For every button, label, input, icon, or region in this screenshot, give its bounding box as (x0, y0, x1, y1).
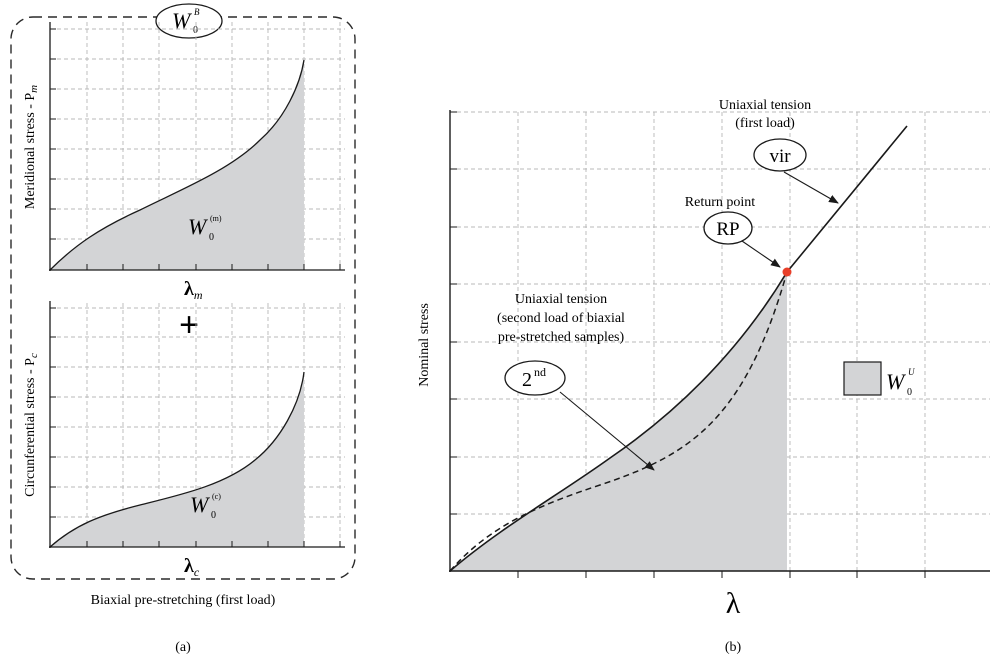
second-load-curve (449, 271, 788, 572)
rp-badge-text: RP (716, 219, 739, 240)
second-arrow (559, 391, 655, 471)
caption-a: (a) (175, 640, 191, 655)
area-label-base: W (188, 214, 208, 239)
circumferential-curve (49, 371, 305, 548)
plus-sign: + (179, 306, 199, 344)
meridional-curve (49, 59, 305, 271)
meridional-ylabel: Meridional stress - Pm (23, 85, 40, 209)
legend-sup: U (908, 367, 915, 377)
second-badge-sup: nd (534, 365, 546, 379)
area-label-sub: 0 (209, 232, 214, 243)
circumferential-area (50, 372, 304, 547)
rp-arrow (741, 240, 781, 268)
return-point-label: Return point (685, 195, 755, 210)
energy-badge-biaxial: W 0 B (155, 3, 223, 39)
energy-badge-base: W (172, 8, 192, 33)
meridional-xlabel: λm (184, 278, 203, 302)
meridional-area-label: W 0 (m) (188, 214, 222, 243)
ticks-a-top (50, 28, 341, 270)
second-load-label-line2: (second load of biaxial (497, 311, 625, 326)
area-label-base: W (190, 492, 210, 517)
rp-badge: RP (703, 211, 753, 245)
energy-area-b (450, 272, 787, 571)
vir-badge-text: vir (769, 146, 791, 167)
caption-b: (b) (725, 640, 742, 655)
second-load-label-line1: Uniaxial tension (515, 292, 607, 307)
area-label-sub: 0 (211, 510, 216, 521)
panel-a: W 0 B (10, 3, 356, 655)
second-load-label-line3: pre-stretched samples) (498, 330, 625, 345)
first-load-label-line1: Uniaxial tension (719, 98, 811, 113)
area-label-sup: (m) (210, 214, 222, 223)
circumferential-plot: W 0 (c) Circunferential stress - Pc λc (23, 301, 345, 579)
energy-badge-sub: 0 (193, 25, 198, 36)
energy-badge-sup: B (194, 7, 200, 17)
area-label-sup: (c) (212, 492, 221, 501)
circumferential-ylabel: Circunferential stress - Pc (23, 353, 40, 497)
legend-base: W (886, 369, 906, 394)
second-badge-base: 2 (522, 369, 532, 391)
meridional-area (50, 60, 304, 270)
vir-badge: vir (753, 138, 807, 172)
lambda-xlabel: λ (726, 587, 741, 620)
first-load-label-line2: (first load) (735, 116, 795, 131)
circumferential-xlabel: λc (184, 555, 200, 579)
second-badge: 2 nd (504, 360, 566, 396)
legend-sub: 0 (907, 387, 912, 398)
circumferential-area-label: W 0 (c) (190, 492, 221, 521)
meridional-plot: W 0 (m) Meridional stress - Pm λm (23, 22, 345, 302)
legend-swatch (843, 361, 882, 396)
nominal-stress-ylabel: Nominal stress (417, 303, 432, 387)
legend-b: W 0 U (843, 361, 915, 398)
ticks-b (450, 111, 926, 578)
return-point-marker (782, 267, 792, 277)
vir-arrow (783, 171, 839, 204)
panel-b: Nominal stress λ Uniaxial tension (first… (417, 98, 990, 655)
first-load-curve (449, 125, 908, 572)
biaxial-prestretch-label: Biaxial pre-stretching (first load) (91, 593, 276, 608)
ticks-a-bottom (50, 307, 341, 547)
